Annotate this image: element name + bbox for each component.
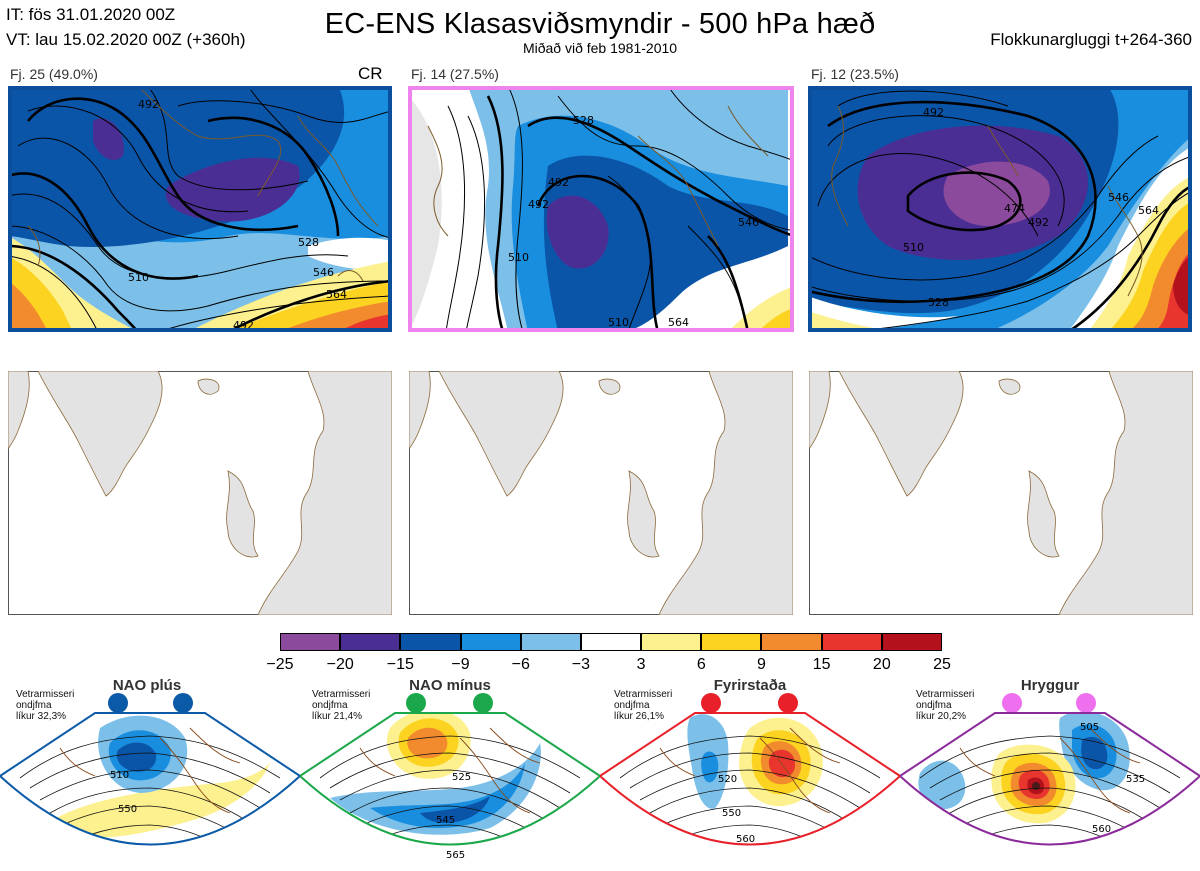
cluster-2-map[interactable]: 510 528 492 492 510 546 564 — [408, 86, 794, 332]
colorbar-segment — [881, 633, 942, 651]
anomaly-colorbar — [280, 633, 942, 653]
colorbar-segment — [580, 633, 642, 651]
contour-label: 564 — [668, 316, 689, 329]
contour-label: 550 — [118, 804, 137, 815]
colorbar-tick-label: 20 — [872, 656, 891, 673]
regime-2-dot-right — [473, 693, 493, 713]
valid-time: VT: lau 15.02.2020 00Z (+360h) — [6, 30, 246, 49]
colorbar-segment — [400, 633, 461, 651]
colorbar-tick-label: −3 — [571, 656, 591, 673]
contour-label: 525 — [452, 772, 471, 783]
init-time: IT: fös 31.01.2020 00Z — [6, 5, 176, 24]
cluster-3-label: Fj. 12 (23.5%) — [811, 66, 899, 82]
colorbar-segment — [821, 633, 882, 651]
regime-4-dot-left — [1002, 693, 1022, 713]
colorbar-tick-label: 9 — [757, 656, 766, 673]
contour-label: 565 — [446, 850, 465, 861]
regime-4-name: Hryggur — [1020, 677, 1080, 694]
regime-4-info: Vetrarmisseri ondjfma líkur 20,2% — [916, 689, 975, 722]
regime-1-dot-left — [108, 693, 128, 713]
regime-1-name: NAO plús — [112, 677, 182, 694]
contour-label: 520 — [718, 774, 737, 785]
regime-2-map[interactable]: 525 545 565 — [300, 708, 600, 871]
cluster-2-label: Fj. 14 (27.5%) — [411, 66, 499, 82]
contour-label: 528 — [298, 236, 319, 249]
colorbar-tick-label: −6 — [511, 656, 530, 673]
colorbar-segment — [520, 633, 581, 651]
contour-label: 474 — [1004, 202, 1025, 215]
regime-4-map[interactable]: 505 535 560 — [900, 708, 1200, 871]
colorbar-segment — [280, 633, 341, 651]
cluster-3-map[interactable]: 492 474 492 510 528 546 564 — [808, 86, 1192, 332]
page-subtitle: Miðað við feb 1981-2010 — [522, 40, 678, 56]
colorbar-tick-label: −15 — [386, 656, 414, 673]
contour-label: 528 — [928, 296, 949, 309]
contour-label: 546 — [738, 216, 759, 229]
contour-label: 492 — [1028, 216, 1049, 229]
regime-3-map[interactable]: 520 550 560 — [600, 708, 900, 871]
cluster-3-frame — [808, 86, 1192, 332]
colorbar-tick-label: 15 — [812, 656, 831, 673]
regime-3-name: Fyrirstaða — [713, 677, 787, 694]
colorbar-tick-label: 6 — [696, 656, 706, 673]
colorbar-tick-label: −20 — [326, 656, 354, 673]
regime-2-name: NAO mínus — [409, 677, 491, 694]
colorbar-segment — [701, 633, 762, 651]
regime-3-info: Vetrarmisseri ondjfma líkur 26,1% — [614, 689, 673, 722]
contour-label: 564 — [1138, 204, 1159, 217]
contour-label: 560 — [1092, 824, 1111, 835]
page-title: EC-ENS Klasasviðsmyndir - 500 hPa hæð — [324, 8, 876, 40]
regime-3-dot-right — [778, 693, 798, 713]
contour-label: 505 — [1080, 722, 1099, 733]
colorbar-tick-label: −25 — [266, 656, 294, 673]
colorbar-segment — [761, 633, 822, 651]
contour-label: 510 — [903, 241, 924, 254]
contour-label: 492 — [138, 98, 159, 111]
empty-map-1[interactable] — [8, 371, 392, 615]
regime-2-info: Vetrarmisseri ondjfma líkur 21,4% — [312, 689, 371, 722]
contour-label: 510 — [110, 770, 129, 781]
contour-label: 510 — [128, 271, 149, 284]
colorbar-tick-label: 25 — [933, 656, 951, 673]
regime-2-dot-left — [406, 693, 426, 713]
contour-label: 560 — [736, 834, 755, 845]
colorbar-segment — [641, 633, 702, 651]
contour-label: 492 — [923, 106, 944, 119]
regime-1-dot-right — [173, 693, 193, 713]
contour-label: 545 — [436, 815, 455, 826]
colorbar-tick-label: −9 — [451, 656, 470, 673]
regime-4-dot-right — [1076, 693, 1096, 713]
contour-label: 492 — [548, 176, 569, 189]
colorbar-segment — [340, 633, 401, 651]
regime-3-dot-left — [701, 693, 721, 713]
colorbar-tick-label: 3 — [636, 656, 646, 673]
empty-map-2[interactable] — [409, 371, 793, 615]
contour-label: 550 — [722, 808, 741, 819]
cluster-2-frame — [408, 86, 794, 332]
cluster-1-label: Fj. 25 (49.0%) — [10, 66, 98, 82]
contour-label: 546 — [313, 266, 334, 279]
regime-1-info: Vetrarmisseri ondjfma líkur 32,3% — [16, 689, 75, 722]
contour-label: 510 — [608, 316, 629, 329]
cluster-1-frame — [8, 86, 392, 332]
regime-1-map[interactable]: 510 550 — [0, 708, 300, 871]
empty-map-3[interactable] — [809, 371, 1193, 615]
cluster-1-tag: CR — [358, 64, 383, 83]
colorbar-segment — [460, 633, 521, 651]
contour-label: 528 — [573, 114, 594, 127]
contour-label: 535 — [1126, 774, 1145, 785]
contour-label: 510 — [508, 251, 529, 264]
contour-label: 492 — [528, 198, 549, 211]
contour-label: 564 — [326, 288, 347, 301]
cluster-1-map[interactable]: 492 510 528 546 564 492 — [8, 86, 392, 332]
contour-label: 546 — [1108, 191, 1129, 204]
clustering-window: Flokkunargluggi t+264-360 — [990, 30, 1192, 49]
